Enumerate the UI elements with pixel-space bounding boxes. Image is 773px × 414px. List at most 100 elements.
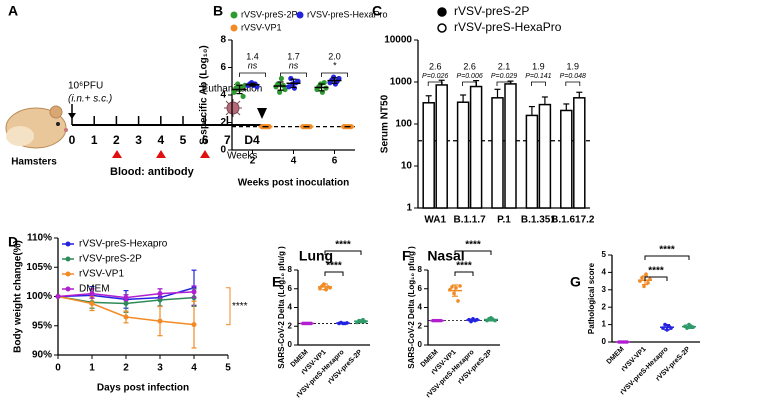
y-tick-label: 1000	[390, 77, 413, 88]
x-tick-label: P.1	[497, 215, 511, 226]
significance-label: ****	[648, 266, 664, 277]
bar	[456, 101, 470, 209]
legend-label: rVSV-preS-HexaPro	[307, 9, 388, 19]
legend-label: rVSV-preS-HexaPro	[454, 20, 562, 34]
p-value-label: P=0.006	[456, 73, 482, 80]
significance-bracket	[644, 276, 668, 281]
fold-label: 2.6	[429, 61, 442, 71]
y-tick-label: 4	[220, 90, 226, 101]
legend-marker	[230, 11, 238, 19]
y-tick-label: 0	[288, 340, 293, 349]
data-point	[642, 284, 646, 289]
timeline-tick-label: 4	[157, 133, 164, 147]
y-tick-label: 0	[418, 340, 423, 349]
comparison-bracket	[321, 72, 348, 77]
legend-label: rVSV-VP1	[79, 269, 124, 280]
bar	[525, 114, 539, 209]
bar	[560, 109, 573, 209]
data-point	[291, 85, 297, 91]
significance-label: *	[333, 60, 337, 70]
fold-label: 2.6	[463, 61, 476, 71]
legend-marker	[65, 271, 71, 277]
timeline-tick-label: 0	[69, 133, 76, 147]
virus-icon	[224, 99, 242, 117]
significance-label: ****	[456, 261, 472, 272]
significance-bracket	[226, 287, 231, 326]
x-tick-label: rVSV-preS-2P	[327, 349, 364, 386]
comparison-bracket	[565, 81, 581, 86]
significance-label: ****	[465, 240, 481, 251]
y-tick-label: 4	[418, 303, 423, 312]
fold-label: 1.9	[532, 61, 545, 71]
y-tick-label: 2	[602, 302, 607, 311]
x-tick-label: WA1	[424, 215, 446, 226]
panel-label: G	[570, 274, 581, 290]
x-tick-label: 2	[123, 363, 129, 374]
data-point	[336, 75, 342, 82]
significance-label: ****	[335, 240, 351, 251]
x-tick-label: B.1.1.7	[453, 215, 486, 226]
x-tick-label: 1	[89, 363, 95, 374]
y-tick-label: 6	[220, 62, 226, 73]
data-point	[450, 285, 454, 289]
data-point	[254, 84, 260, 90]
bleed-marker	[112, 150, 122, 158]
p-value-label: P=0.048	[560, 73, 586, 80]
bleed-marker	[156, 150, 166, 158]
y-axis-title: S-specific Ab (Log₁₀)	[199, 45, 210, 144]
sampling-label: Blood: antibody	[110, 166, 195, 178]
comparison-bracket	[280, 72, 307, 77]
timeline-tick-label: D4	[244, 133, 260, 147]
x-tick-label: rVSV-preS-2P	[457, 349, 494, 386]
timeline-tick-label: 5	[180, 133, 187, 147]
data-point	[331, 74, 337, 80]
comparison-bracket	[462, 81, 477, 86]
y-tick-label: 100	[395, 119, 412, 130]
fold-label: 1.4	[246, 51, 259, 61]
legend-label: rVSV-VP1	[241, 22, 282, 32]
series-line	[57, 295, 195, 326]
significance-label: ****	[326, 261, 342, 272]
timeline-tick-label: 2	[113, 133, 120, 147]
data-point	[275, 81, 281, 87]
y-tick-label: 1	[406, 203, 412, 214]
legend-marker	[65, 256, 71, 262]
data-point	[288, 75, 294, 82]
y-tick-label: 5	[602, 250, 607, 259]
bar	[491, 97, 504, 209]
bleed-marker	[200, 150, 210, 158]
data-point	[640, 275, 644, 280]
p-value-label: P=0.026	[422, 73, 448, 80]
x-axis-title: Weeks post inoculation	[238, 178, 350, 189]
data-point	[231, 89, 237, 95]
x-tick-label: DMEM	[606, 346, 626, 366]
bar	[504, 83, 517, 209]
bar	[573, 97, 586, 209]
x-tick-label: 0	[55, 363, 61, 374]
significance-label: ****	[232, 301, 248, 312]
y-tick-label: 8	[288, 265, 293, 274]
y-tick-label: 90%	[32, 350, 52, 361]
y-tick-label: 6	[288, 284, 293, 293]
fold-label: 1.9	[567, 61, 580, 71]
series-line	[57, 295, 195, 305]
legend-label: DMEM	[79, 284, 110, 295]
bar	[538, 103, 552, 209]
significance-label: ns	[289, 60, 299, 70]
x-tick-label: 2	[250, 156, 256, 167]
y-tick-label: 6	[418, 284, 423, 293]
legend-marker	[437, 23, 447, 33]
y-tick-label: 3	[602, 285, 607, 294]
route-label: (i.n.+ s.c.)	[68, 94, 112, 105]
significance-label: ****	[659, 245, 675, 256]
legend-marker	[65, 286, 71, 292]
endpoint-marker	[257, 108, 267, 119]
y-tick-label: 105%	[26, 262, 52, 273]
y-tick-label: 8	[220, 35, 226, 46]
panel-label: A	[8, 3, 18, 19]
y-axis-title: Body weight change(%)	[13, 240, 24, 353]
x-axis-title: Days post infection	[97, 383, 189, 394]
x-tick-label: 5	[225, 363, 231, 374]
significance-bracket	[644, 255, 690, 260]
fold-label: 2.0	[328, 51, 341, 61]
